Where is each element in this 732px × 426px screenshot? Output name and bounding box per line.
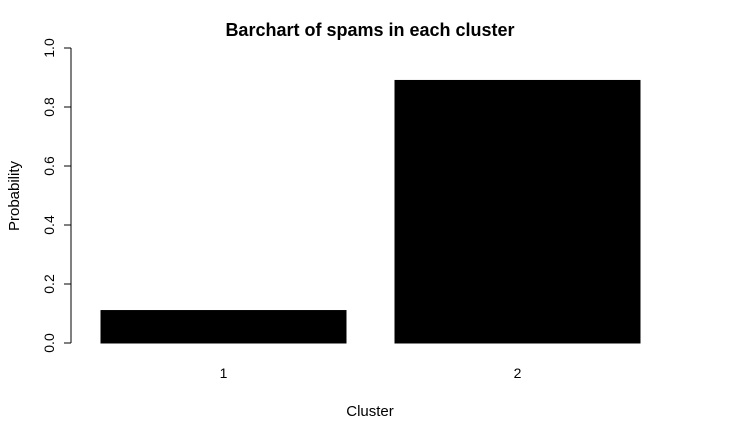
y-tick-label: 1.0 xyxy=(41,38,57,58)
x-tick-label: 1 xyxy=(220,365,228,381)
y-axis-label: Probability xyxy=(6,160,23,231)
y-tick-label: 0.0 xyxy=(41,333,57,353)
y-tick-label: 0.4 xyxy=(41,215,57,235)
y-tick-label: 0.2 xyxy=(41,274,57,294)
x-tick-label: 2 xyxy=(514,365,522,381)
y-axis: 0.0 0.2 0.4 0.6 0.8 1.0 xyxy=(41,38,72,353)
y-tick-label: 0.6 xyxy=(41,156,57,176)
chart-title: Barchart of spams in each cluster xyxy=(225,20,514,40)
bars xyxy=(100,79,641,344)
x-axis-label: Cluster xyxy=(346,403,394,420)
bar-cluster-2 xyxy=(394,79,641,344)
y-tick-label: 0.8 xyxy=(41,97,57,117)
bar-cluster-1 xyxy=(100,310,347,344)
